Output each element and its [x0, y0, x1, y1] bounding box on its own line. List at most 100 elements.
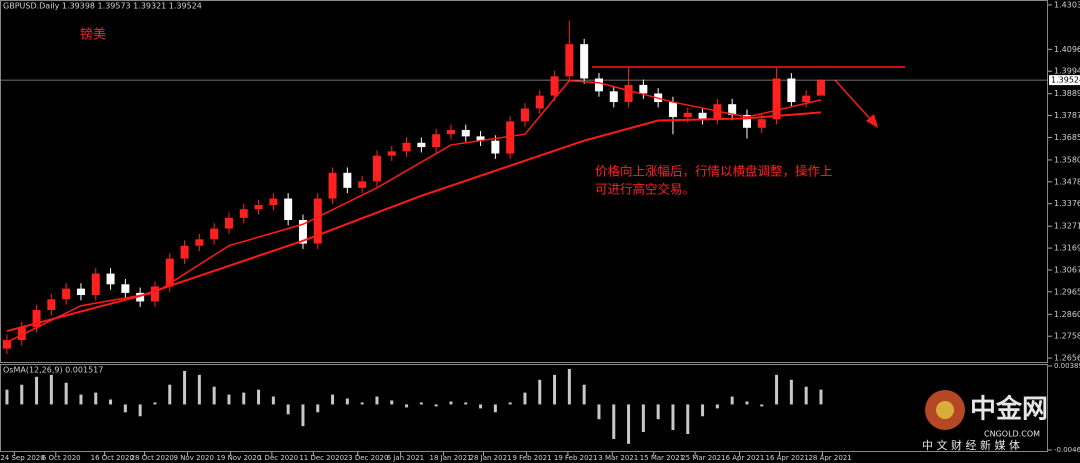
oscillator-bar	[612, 404, 616, 439]
y-tick-label: 1.27580	[1054, 332, 1080, 341]
oscillator-bar	[138, 404, 142, 417]
oscillator-bar	[390, 400, 394, 405]
candle-body	[624, 84, 633, 103]
y-tick-label: 1.28600	[1054, 310, 1080, 319]
oscillator-bar	[153, 402, 157, 405]
oscillator-bar	[345, 398, 349, 405]
moving-average	[6, 79, 822, 343]
x-tick-label: 6 Jan 2021	[387, 454, 425, 462]
oscillator-bar	[701, 404, 705, 417]
candle-body	[372, 155, 381, 182]
candle-body	[417, 142, 426, 148]
moving-average	[6, 111, 822, 333]
y-tick-label: 1.33760	[1054, 199, 1080, 208]
candle-body	[580, 44, 589, 79]
annotation: 可进行高空交易。	[595, 182, 695, 197]
x-tick-label: 11 Dec 2020	[299, 454, 344, 462]
candle-body	[17, 327, 26, 341]
oscillator-bar	[760, 404, 764, 407]
candle-body	[787, 78, 796, 103]
x-tick-label: 28 Oct 2020	[131, 454, 174, 462]
oscillator-bar	[49, 374, 53, 405]
x-tick-label: 25 Mar 2021	[681, 454, 725, 462]
x-tick-label: 9 Nov 2020	[174, 454, 214, 462]
y-tick-label: 1.30670	[1054, 265, 1080, 274]
annotation: 价格向上涨幅后，行情以横盘调整，操作上	[595, 164, 833, 179]
candle-body	[476, 136, 485, 141]
oscillator-bar	[20, 384, 24, 405]
oscillator-bar	[257, 389, 261, 405]
oscillator-bar	[553, 374, 557, 405]
oscillator-bar	[375, 396, 379, 405]
x-tick-label: 19 Nov 2020	[216, 454, 261, 462]
oscillator-bar	[567, 368, 571, 405]
candle-body	[432, 134, 441, 148]
oscillator-bar	[168, 384, 172, 405]
y-tick-label: 1.37870	[1054, 111, 1080, 120]
oscillator-bar	[286, 404, 290, 415]
oscillator-bar	[819, 389, 823, 405]
x-tick-label: 18 Jan 2021	[430, 454, 472, 462]
oscillator-bar	[789, 379, 793, 405]
candle-body	[802, 95, 811, 103]
candle-body	[106, 273, 115, 285]
y-tick-label: 1.29650	[1054, 287, 1080, 296]
candle-body	[239, 209, 248, 218]
oscillator-bar	[212, 386, 216, 405]
oscillator-bar	[405, 404, 409, 408]
y-tick-label: 0.003899	[1054, 362, 1080, 370]
y-tick-label: 1.26560	[1054, 354, 1080, 363]
candle-body	[446, 129, 455, 135]
x-tick-label: 16 Apr 2021	[766, 454, 809, 462]
oscillator-bar	[94, 392, 98, 405]
oscillator-bar	[523, 392, 527, 405]
candle-body	[520, 108, 529, 122]
candle-body	[698, 112, 707, 120]
oscillator-bar	[271, 396, 275, 405]
candle-body	[668, 102, 677, 118]
oscillator-bar	[183, 370, 187, 405]
candle-body	[298, 219, 307, 244]
oscillator-bar	[641, 404, 645, 433]
oscillator-bar	[745, 401, 749, 405]
candle-body	[32, 310, 41, 328]
y-tick-label: 1.38890	[1054, 89, 1080, 98]
watermark-logo-core	[936, 401, 954, 419]
x-tick-label: 23 Dec 2020	[344, 454, 389, 462]
candle-body	[772, 78, 781, 120]
candle-body	[742, 114, 751, 128]
watermark: 中金网 CNGOLD.COM 中 文 财 经 新 媒 体	[922, 390, 1048, 452]
candle-body	[76, 288, 85, 296]
main-panel-frame	[0, 0, 1048, 363]
candle-body	[180, 245, 189, 259]
oscillator-bar	[64, 382, 68, 405]
oscillator-bar	[479, 404, 483, 409]
oscillator-bar	[656, 404, 660, 420]
x-tick-label: 6 Oct 2020	[42, 454, 81, 462]
candle-body	[62, 288, 71, 300]
watermark-site: CNGOLD.COM	[984, 430, 1040, 439]
candle-body	[328, 172, 337, 199]
candle-body	[136, 292, 145, 302]
oscillator-bar	[197, 374, 201, 405]
y-tick-label: 1.35800	[1054, 155, 1080, 164]
x-tick-label: 19 Feb 2021	[554, 454, 598, 462]
oscillator-bar	[109, 399, 113, 405]
oscillator-bar	[508, 402, 512, 405]
candle-body	[210, 228, 219, 240]
oscillator-bar	[775, 374, 779, 405]
candle-body	[150, 286, 159, 302]
x-tick-label: 24 Sep 2020	[0, 454, 44, 462]
candle-body	[195, 239, 204, 246]
x-tick-label: 9 Feb 2021	[512, 454, 551, 462]
oscillator-bar	[804, 386, 808, 405]
x-tick-label: 6 Apr 2021	[726, 454, 765, 462]
oscillator-bar	[464, 402, 468, 405]
oscillator-bar	[227, 394, 231, 405]
oscillator-bar	[5, 389, 9, 405]
oscillator-title: OsMA(12,26,9) 0.001517	[3, 366, 103, 375]
y-tick-label: 1.43030	[1054, 0, 1080, 9]
candle-body	[224, 217, 233, 229]
candle-body	[565, 44, 574, 77]
